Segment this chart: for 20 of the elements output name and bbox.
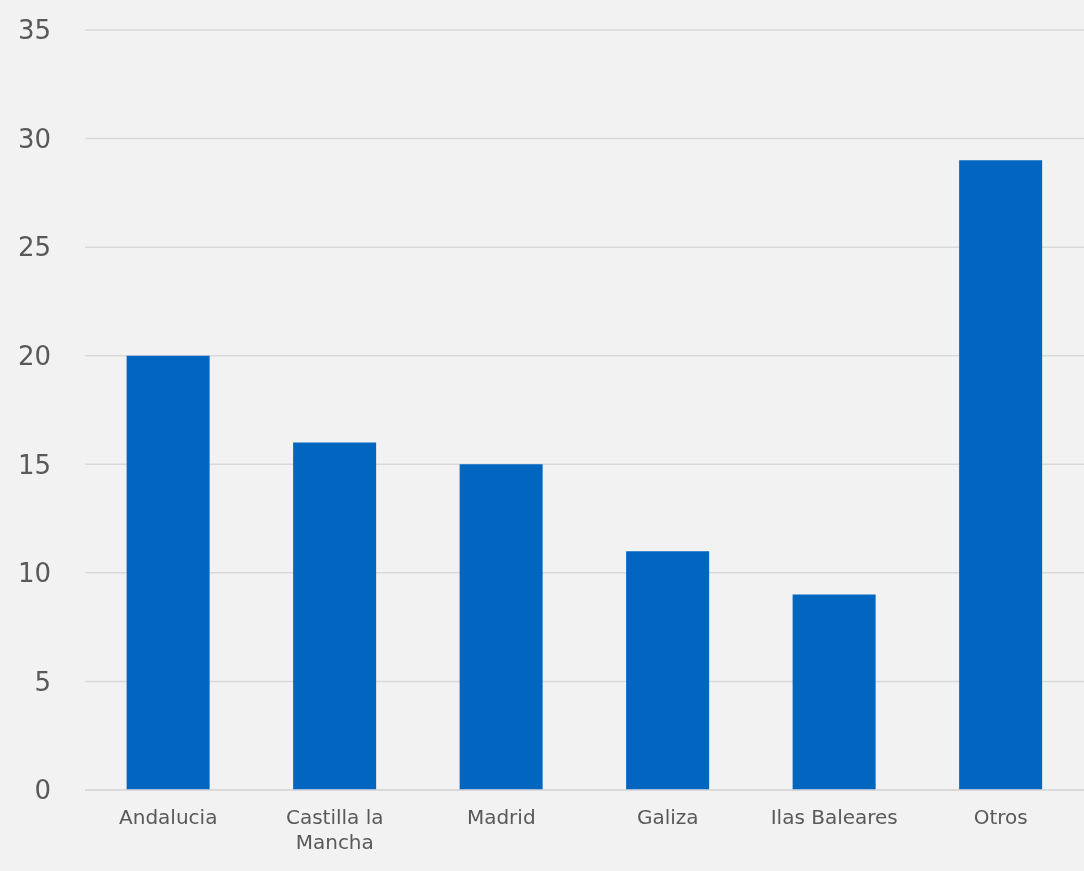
x-tick-label: Castilla la Mancha — [285, 805, 384, 854]
x-tick-label: Galiza — [636, 805, 699, 829]
x-tick-label: Otros — [973, 805, 1028, 829]
bar — [792, 594, 876, 790]
bar — [293, 442, 377, 790]
bar — [626, 551, 710, 790]
bar — [959, 160, 1043, 790]
y-tick-label: 25 — [17, 232, 51, 263]
bar — [126, 355, 210, 790]
x-tick-label: Madrid — [466, 805, 536, 829]
y-tick-label: 15 — [17, 449, 51, 480]
y-tick-label: 0 — [34, 775, 51, 806]
y-tick-label: 10 — [17, 558, 51, 589]
y-tick-label: 35 — [17, 15, 51, 46]
x-tick-label: Ilas Baleares — [770, 805, 898, 829]
y-tick-label: 5 — [34, 666, 51, 697]
y-tick-label: 20 — [17, 340, 51, 371]
bar — [459, 464, 543, 790]
y-tick-label: 30 — [17, 123, 51, 154]
x-tick-label: Andalucia — [119, 805, 218, 829]
